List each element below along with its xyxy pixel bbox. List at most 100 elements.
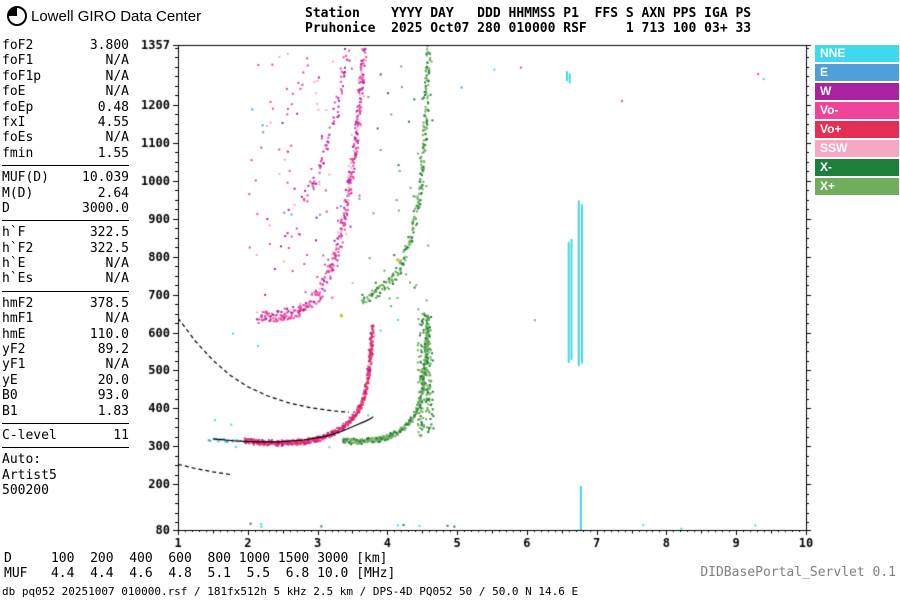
param-foep: foEp 0.48 [2, 100, 129, 115]
param-hes: h`Es N/A [2, 271, 129, 286]
param-value: 1.55 [97, 145, 129, 161]
param-label: foE [2, 84, 26, 100]
param-label: foEs [2, 130, 34, 146]
param-auto: Auto: [2, 452, 129, 467]
legend-item-x: X- [815, 159, 899, 176]
param-label: h`F [2, 225, 26, 241]
param-mufd: MUF(D) 10.039 [2, 170, 129, 185]
legend-item-w: W [815, 83, 899, 100]
param-b1: B1 1.83 [2, 404, 129, 419]
param-yf2: yF2 89.2 [2, 342, 129, 357]
param-label: h`F2 [2, 240, 34, 256]
param-value: 1.83 [97, 403, 129, 419]
param-hmf1: hmF1 N/A [2, 311, 129, 326]
param-group: C-level 11 [2, 422, 129, 447]
param-label: Artist5 [2, 467, 57, 483]
param-value: 2.64 [97, 185, 129, 201]
param-value: N/A [105, 68, 129, 84]
param-value: 11 [113, 427, 129, 443]
param-label: hmF1 [2, 311, 34, 327]
param-value: 0.48 [97, 99, 129, 115]
param-yf1: yF1 N/A [2, 357, 129, 372]
param-hme: hmE 110.0 [2, 327, 129, 342]
param-he: h`E N/A [2, 256, 129, 271]
legend-item-nne: NNE [815, 45, 899, 62]
param-label: MUF(D) [2, 170, 49, 186]
giro-logo-icon [6, 5, 28, 31]
param-clevel: C-level 11 [2, 428, 129, 443]
param-group: foF2 3.800 foF1 N/A foF1p N/A foE N/A foEp 0.48 fx… [2, 38, 129, 165]
param-label: hmE [2, 326, 26, 342]
param-label: M(D) [2, 185, 34, 201]
param-value: 4.55 [97, 114, 129, 130]
param-fxi: fxI 4.55 [2, 115, 129, 130]
param-group: hmF2 378.5 hmF1 N/A hmE 110.0 yF2 89.2 yF1 N/A yE 2… [2, 290, 129, 423]
param-value: N/A [105, 311, 129, 327]
legend-item-e: E [815, 64, 899, 81]
param-label: Auto: [2, 452, 42, 468]
param-hf: h`F 322.5 [2, 225, 129, 240]
param-label: h`Es [2, 271, 34, 287]
legend-item-vo: Vo- [815, 102, 899, 119]
param-label: h`E [2, 256, 26, 272]
param-label: foF1 [2, 53, 34, 69]
param-hmf2: hmF2 378.5 [2, 296, 129, 311]
param-group: Auto: Artist5 500200 [2, 447, 129, 502]
param-value: 3.800 [89, 38, 129, 53]
dmuf-table: D 100 200 400 600 800 1000 1500 3000 [km… [4, 551, 396, 581]
param-500200: 500200 [2, 483, 129, 498]
param-value: 322.5 [89, 225, 129, 241]
param-label: yE [2, 372, 18, 388]
param-hf2: h`F2 322.5 [2, 241, 129, 256]
param-label: C-level [2, 427, 57, 443]
param-foes: foEs N/A [2, 130, 129, 145]
param-label: fmin [2, 145, 34, 161]
param-label: yF1 [2, 357, 26, 373]
param-value: N/A [105, 53, 129, 69]
station-header-labels: Station YYYY DAY DDD HHMMSS P1 FFS S AXN… [305, 6, 752, 21]
param-fof1p: foF1p N/A [2, 69, 129, 84]
legend-item-vo: Vo+ [815, 121, 899, 138]
ionogram-plot[interactable] [130, 30, 830, 570]
param-group: MUF(D) 10.039 M(D) 2.64 D 3000.0 [2, 165, 129, 220]
parameter-panel: foF2 3.800 foF1 N/A foF1p N/A foE N/A foEp 0.48 fx… [2, 38, 129, 503]
param-ye: yE 20.0 [2, 373, 129, 388]
param-value: 378.5 [89, 295, 129, 311]
param-value: 89.2 [97, 342, 129, 358]
param-value: N/A [105, 84, 129, 100]
param-fmin: fmin 1.55 [2, 146, 129, 161]
param-label: yF2 [2, 342, 26, 358]
param-artist5: Artist5 [2, 468, 129, 483]
param-label: foF1p [2, 68, 42, 84]
param-value: 3000.0 [82, 200, 129, 216]
param-label: B0 [2, 388, 18, 404]
param-md: M(D) 2.64 [2, 186, 129, 201]
param-foe: foE N/A [2, 84, 129, 99]
app-title: Lowell GIRO Data Center [31, 8, 202, 25]
param-label: foEp [2, 99, 34, 115]
source-file-info: db pq052 20251007 010000.rsf / 181fx512h… [2, 585, 579, 598]
param-label: hmF2 [2, 295, 34, 311]
param-value: N/A [105, 256, 129, 272]
param-fof2: foF2 3.800 [2, 38, 129, 53]
param-label: D [2, 200, 10, 216]
param-value: 93.0 [97, 388, 129, 404]
legend-item-ssw: SSW [815, 140, 899, 157]
param-value: 110.0 [89, 326, 129, 342]
param-label: fxI [2, 114, 26, 130]
dmuf-table-text: D 100 200 400 600 800 1000 1500 3000 [km… [4, 551, 396, 581]
param-fof1: foF1 N/A [2, 53, 129, 68]
param-value: 10.039 [82, 170, 129, 186]
param-group: h`F 322.5 h`F2 322.5 h`E N/A h`Es N/A [2, 220, 129, 291]
param-value: 322.5 [89, 240, 129, 256]
param-value: N/A [105, 271, 129, 287]
param-label: 500200 [2, 483, 49, 499]
doppler-legend: NNE E W Vo- Vo+ SSW X- X+ [815, 45, 899, 197]
param-b0: B0 93.0 [2, 388, 129, 403]
param-label: B1 [2, 403, 18, 419]
legend-item-x: X+ [815, 178, 899, 195]
param-value: 20.0 [97, 372, 129, 388]
param-d: D 3000.0 [2, 201, 129, 216]
param-label: foF2 [2, 38, 34, 53]
servlet-version: DIDBasePortal_Servlet 0.1 [700, 565, 896, 580]
